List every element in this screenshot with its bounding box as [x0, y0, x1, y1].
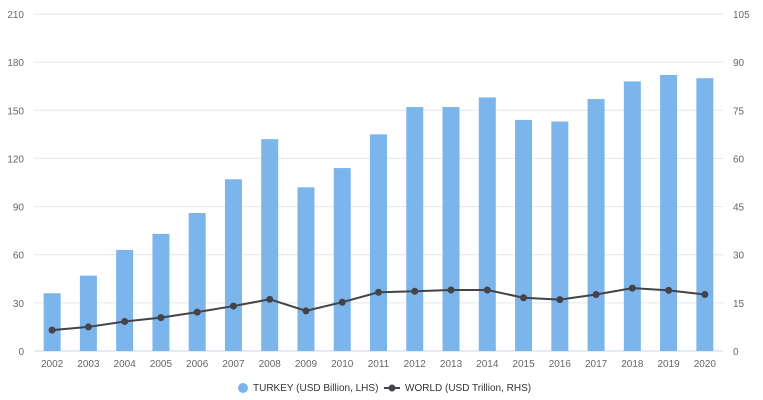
legend-item-turkey[interactable]: TURKEY (USD Billion, LHS) [238, 383, 378, 394]
legend[interactable]: TURKEY (USD Billion, LHS) WORLD (USD Tri… [238, 383, 531, 394]
bar-2013[interactable] [442, 107, 460, 351]
x-tick-label: 2020 [694, 359, 717, 370]
right-tick-label: 30 [733, 251, 745, 262]
bar-2008[interactable] [261, 139, 279, 351]
x-tick-label: 2010 [331, 359, 354, 370]
bar-series [43, 74, 714, 352]
bar-2016[interactable] [551, 121, 569, 352]
point-2012[interactable] [411, 287, 419, 295]
left-tick-label: 180 [7, 58, 24, 69]
x-tick-label: 2012 [404, 359, 427, 370]
point-2006[interactable] [193, 308, 201, 316]
line-series [48, 284, 709, 334]
point-2009[interactable] [302, 307, 310, 315]
point-2016[interactable] [556, 296, 564, 304]
legend-label-turkey: TURKEY (USD Billion, LHS) [253, 383, 378, 394]
point-2011[interactable] [375, 288, 382, 296]
bar-2020[interactable] [696, 78, 714, 351]
bar-2004[interactable] [116, 249, 134, 351]
legend-label-world: WORLD (USD Trillion, RHS) [405, 383, 531, 394]
x-tick-label: 2017 [585, 359, 608, 370]
x-tick-label: 2005 [150, 359, 173, 370]
x-tick-label: 2013 [440, 359, 463, 370]
point-2013[interactable] [447, 286, 455, 294]
point-2007[interactable] [229, 302, 237, 310]
bar-2011[interactable] [370, 134, 387, 351]
point-2002[interactable] [48, 326, 56, 334]
bar-2003[interactable] [79, 275, 97, 351]
x-tick-label: 2011 [368, 359, 390, 370]
x-tick-label: 2002 [41, 359, 64, 370]
point-2008[interactable] [266, 295, 274, 303]
x-tick-label: 2016 [549, 359, 572, 370]
bar-2006[interactable] [188, 212, 206, 351]
bar-2002[interactable] [43, 293, 61, 351]
bar-2009[interactable] [297, 187, 315, 351]
left-tick-label: 150 [7, 106, 24, 117]
legend-marker-dot [388, 384, 396, 392]
point-2010[interactable] [338, 298, 346, 306]
point-2015[interactable] [520, 294, 528, 302]
point-2019[interactable] [665, 286, 673, 294]
right-tick-label: 75 [733, 106, 745, 117]
point-2018[interactable] [628, 284, 636, 292]
x-tick-label: 2009 [295, 359, 318, 370]
bar-2018[interactable] [623, 81, 641, 352]
x-tick-label: 2003 [77, 359, 100, 370]
left-tick-label: 30 [13, 299, 25, 310]
bar-2005[interactable] [152, 233, 170, 351]
right-tick-label: 45 [733, 203, 745, 214]
x-tick-label: 2007 [222, 359, 245, 370]
x-tick-label: 2018 [621, 359, 644, 370]
left-tick-label: 90 [13, 203, 25, 214]
left-tick-label: 120 [7, 154, 24, 165]
right-tick-label: 60 [733, 154, 745, 165]
point-2005[interactable] [157, 314, 165, 322]
x-tick-label: 2006 [186, 359, 209, 370]
left-tick-label: 0 [18, 347, 24, 358]
right-tick-label: 105 [733, 10, 750, 21]
point-2020[interactable] [701, 291, 709, 299]
bar-2010[interactable] [333, 168, 351, 351]
right-tick-label: 15 [733, 299, 745, 310]
left-tick-label: 60 [13, 251, 25, 262]
left-tick-label: 210 [7, 10, 24, 21]
right-tick-label: 0 [733, 347, 739, 358]
x-tick-label: 2014 [476, 359, 499, 370]
right-tick-label: 90 [733, 58, 745, 69]
left-y-axis: 0 30 60 90 120 150 180 210 [7, 10, 24, 358]
bar-2015[interactable] [515, 119, 533, 352]
x-tick-label: 2004 [114, 359, 137, 370]
right-y-axis: 0 15 30 45 60 75 90 105 [733, 10, 750, 358]
point-2003[interactable] [84, 323, 92, 331]
point-2004[interactable] [121, 317, 129, 325]
bar-2019[interactable] [660, 74, 678, 351]
x-axis: 2002 2003 2004 2005 2006 2007 2008 2009 2010 2011… [41, 359, 716, 370]
bar-2012[interactable] [406, 107, 424, 351]
point-2014[interactable] [483, 286, 491, 294]
legend-item-world[interactable]: WORLD (USD Trillion, RHS) [384, 383, 531, 394]
bar-2014[interactable] [478, 97, 496, 351]
x-tick-label: 2019 [657, 359, 680, 370]
bar-2017[interactable] [587, 99, 605, 351]
x-tick-label: 2008 [259, 359, 282, 370]
point-2017[interactable] [592, 291, 600, 299]
legend-marker-bar [238, 383, 248, 393]
x-tick-label: 2015 [512, 359, 535, 370]
bar-2007[interactable] [224, 179, 242, 351]
